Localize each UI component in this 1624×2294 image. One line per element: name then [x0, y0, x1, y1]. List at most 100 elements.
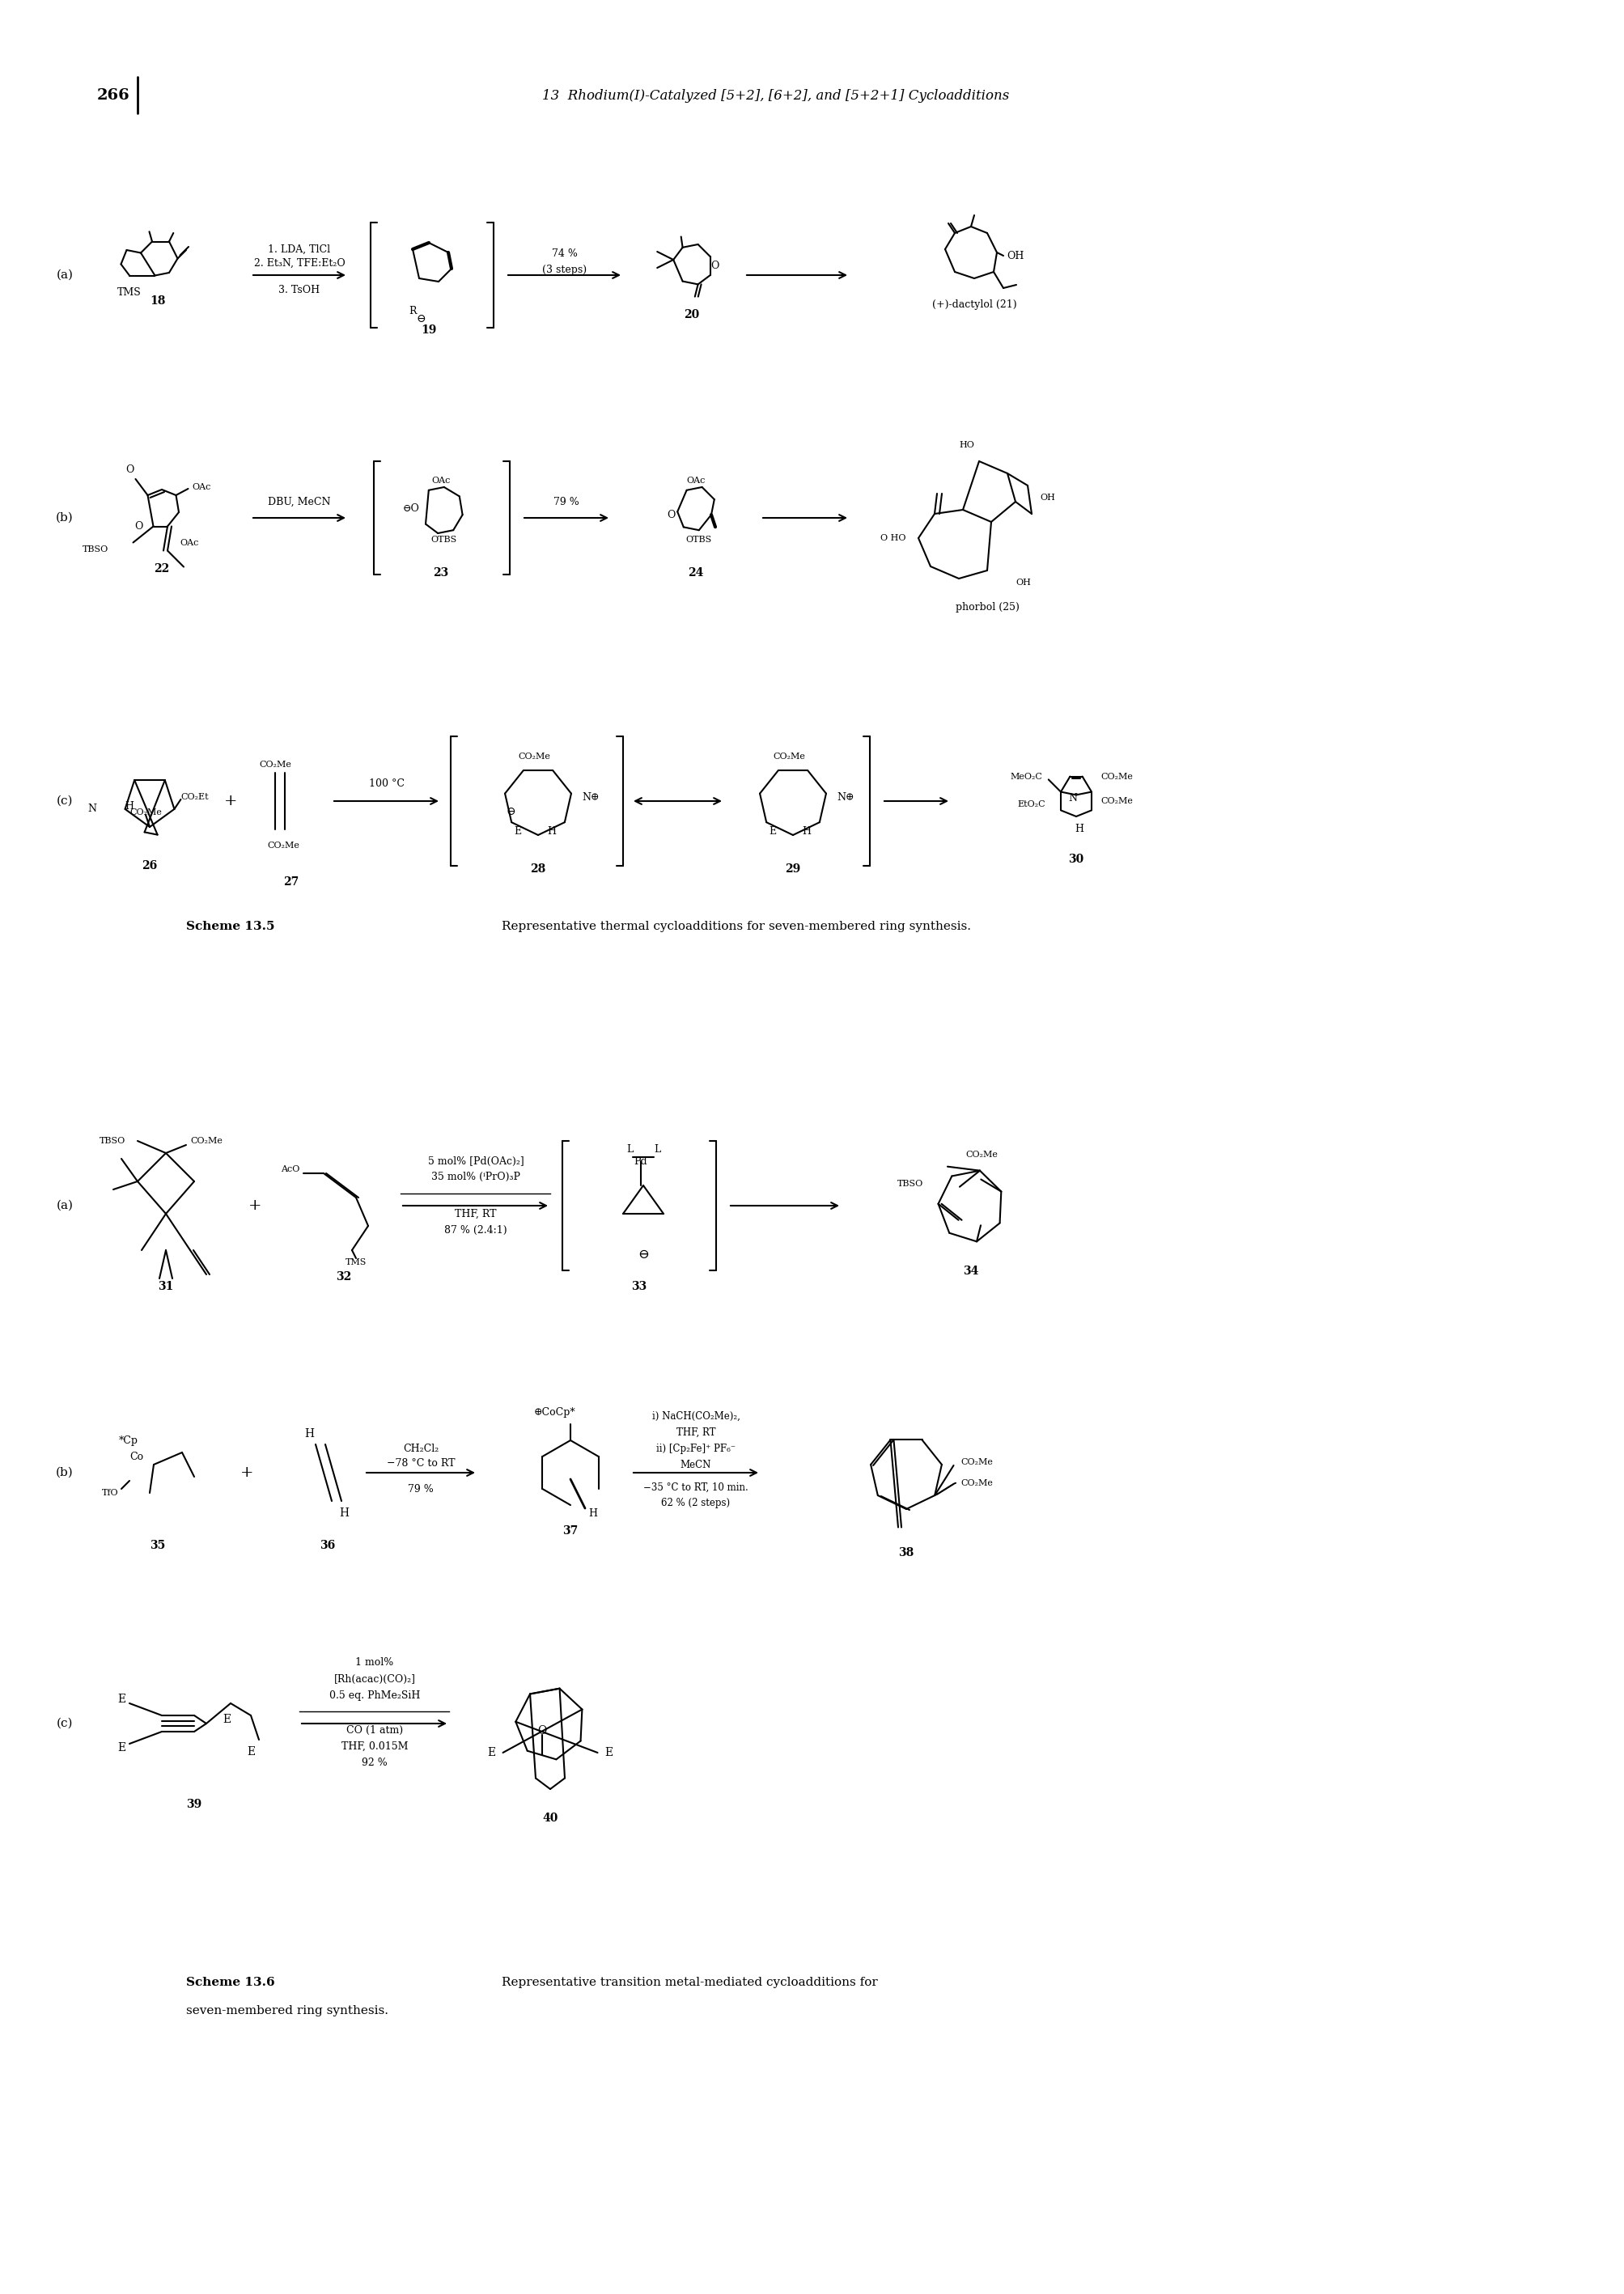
Text: OH: OH: [1039, 493, 1054, 502]
Text: (a): (a): [57, 1200, 73, 1211]
Text: +: +: [224, 794, 237, 807]
Text: ⊕CoCp*: ⊕CoCp*: [533, 1406, 575, 1418]
Text: 28: 28: [529, 863, 546, 874]
Text: E: E: [247, 1746, 255, 1757]
Text: +: +: [240, 1466, 253, 1480]
Text: 18: 18: [149, 296, 166, 307]
Text: ⊖O: ⊖O: [403, 502, 419, 514]
Text: 1. LDA, TlCl: 1. LDA, TlCl: [268, 243, 330, 255]
Polygon shape: [934, 1482, 955, 1496]
Text: Scheme 13.5: Scheme 13.5: [187, 920, 274, 931]
Text: CO₂Me: CO₂Me: [960, 1457, 992, 1466]
Text: 92 %: 92 %: [362, 1757, 387, 1769]
Text: THF, RT: THF, RT: [676, 1427, 715, 1438]
Text: 1 mol%: 1 mol%: [356, 1659, 393, 1668]
Text: TMS: TMS: [346, 1259, 367, 1266]
Text: EtO₂C: EtO₂C: [1017, 801, 1044, 807]
Text: E: E: [117, 1741, 125, 1753]
Text: (c): (c): [57, 796, 73, 807]
Text: E: E: [117, 1693, 125, 1704]
Text: ii) [Cp₂Fe]⁺ PF₆⁻: ii) [Cp₂Fe]⁺ PF₆⁻: [656, 1443, 736, 1454]
Text: OAc: OAc: [180, 539, 198, 546]
Text: CO₂Me: CO₂Me: [1099, 796, 1132, 805]
Text: E: E: [604, 1748, 612, 1757]
Text: 266: 266: [97, 87, 130, 103]
Text: −35 °C to RT, 10 min.: −35 °C to RT, 10 min.: [643, 1482, 749, 1493]
Text: O: O: [667, 509, 676, 521]
Text: 37: 37: [562, 1526, 578, 1537]
Text: OTBS: OTBS: [430, 535, 456, 544]
Text: HO: HO: [958, 440, 974, 450]
Text: OTBS: OTBS: [685, 535, 711, 544]
Text: CO₂Me: CO₂Me: [258, 762, 291, 768]
Text: 20: 20: [684, 310, 700, 321]
Text: (+)-dactylol (21): (+)-dactylol (21): [932, 298, 1017, 310]
Text: TBSO: TBSO: [896, 1179, 922, 1188]
Text: Scheme 13.6: Scheme 13.6: [187, 1977, 274, 1989]
Text: CO₂Et: CO₂Et: [180, 794, 209, 801]
Text: E: E: [487, 1748, 495, 1757]
Text: 23: 23: [434, 567, 448, 578]
Text: Pd: Pd: [633, 1156, 648, 1165]
Text: H: H: [125, 801, 133, 812]
Text: OAc: OAc: [192, 484, 211, 491]
Text: 87 % (2.4:1): 87 % (2.4:1): [443, 1225, 507, 1234]
Text: H: H: [547, 826, 555, 837]
Text: [Rh(acac)(CO)₂]: [Rh(acac)(CO)₂]: [333, 1675, 416, 1684]
Text: *Cp: *Cp: [119, 1436, 138, 1445]
Text: 27: 27: [283, 876, 299, 888]
Text: −78 °C to RT: −78 °C to RT: [387, 1457, 455, 1468]
Text: CH₂Cl₂: CH₂Cl₂: [403, 1443, 438, 1454]
Text: H: H: [304, 1429, 313, 1441]
Text: AcO: AcO: [281, 1165, 299, 1172]
Text: Representative thermal cycloadditions for seven-membered ring synthesis.: Representative thermal cycloadditions fo…: [502, 920, 971, 931]
Text: O: O: [538, 1725, 546, 1737]
Text: 35: 35: [149, 1539, 166, 1551]
Text: MeO₂C: MeO₂C: [1010, 773, 1043, 780]
Text: O: O: [710, 262, 719, 271]
Text: H: H: [339, 1507, 349, 1519]
Text: 32: 32: [336, 1271, 351, 1282]
Text: 29: 29: [784, 863, 801, 874]
Text: OH: OH: [1015, 578, 1030, 587]
Text: 40: 40: [542, 1812, 557, 1824]
Text: 35 mol% (ⁱPrO)₃P: 35 mol% (ⁱPrO)₃P: [430, 1172, 520, 1181]
Text: ⊖: ⊖: [507, 805, 515, 817]
Text: OAc: OAc: [685, 477, 705, 484]
Text: TMS: TMS: [117, 287, 141, 298]
Text: E: E: [222, 1714, 231, 1725]
Text: seven-membered ring synthesis.: seven-membered ring synthesis.: [187, 2005, 388, 2016]
Text: 79 %: 79 %: [554, 496, 580, 507]
Text: (b): (b): [55, 1468, 73, 1477]
Text: Representative transition metal-mediated cycloadditions for: Representative transition metal-mediated…: [502, 1977, 877, 1989]
Text: CO₂Me: CO₂Me: [1099, 773, 1132, 780]
Text: CO (1 atm): CO (1 atm): [346, 1725, 403, 1734]
Text: CO₂Me: CO₂Me: [190, 1138, 222, 1145]
Text: 34: 34: [963, 1266, 978, 1278]
Text: R: R: [409, 305, 416, 317]
Text: O: O: [135, 521, 143, 532]
Text: THF, RT: THF, RT: [455, 1209, 497, 1218]
Text: 33: 33: [632, 1280, 646, 1292]
Text: O: O: [125, 463, 135, 475]
Text: N⊕: N⊕: [836, 791, 854, 803]
Text: (c): (c): [57, 1718, 73, 1730]
Text: 38: 38: [898, 1546, 914, 1558]
Text: CO₂Me: CO₂Me: [773, 752, 804, 762]
Text: TfO: TfO: [102, 1489, 119, 1498]
Text: 74 %: 74 %: [552, 248, 578, 259]
Text: 5 mol% [Pd(OAc)₂]: 5 mol% [Pd(OAc)₂]: [427, 1156, 523, 1165]
Text: (b): (b): [55, 512, 73, 523]
Text: OH: OH: [1007, 250, 1023, 262]
Text: 36: 36: [320, 1539, 335, 1551]
Text: THF, 0.015M: THF, 0.015M: [341, 1741, 408, 1750]
Text: MeCN: MeCN: [680, 1459, 711, 1470]
Text: ⊖: ⊖: [416, 314, 425, 323]
Text: 24: 24: [687, 567, 703, 578]
Text: 22: 22: [154, 564, 169, 574]
Text: 26: 26: [141, 860, 158, 872]
Text: L: L: [653, 1145, 659, 1154]
Text: 39: 39: [187, 1798, 201, 1810]
Text: H: H: [802, 826, 810, 837]
Text: L: L: [625, 1145, 633, 1154]
